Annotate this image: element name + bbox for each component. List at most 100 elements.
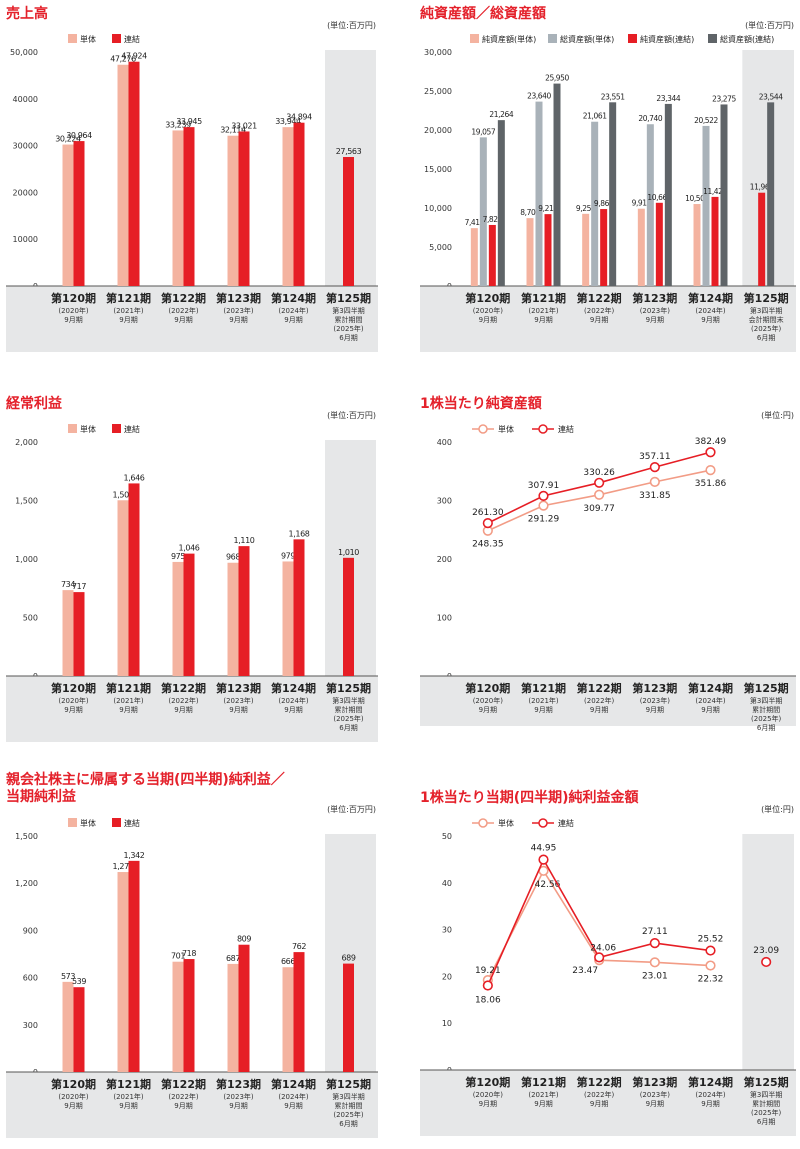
- bps-category-label: 第124期: [688, 681, 733, 695]
- eps-highlight-column: [742, 834, 794, 1070]
- bps-category-sublabel: 9月期: [479, 706, 497, 714]
- assets-data-label: 23,640: [527, 92, 551, 101]
- ordinary-data-label: 734: [61, 580, 75, 589]
- eps-data-label: 23.01: [642, 971, 668, 981]
- panel-bps: 1株当たり純資産額 (単位:円) 0100200300400248.35291.…: [420, 396, 796, 746]
- ordinary-data-label: 1,110: [234, 536, 255, 545]
- assets-category-band: [420, 286, 796, 352]
- sales-category-sublabel: 累計期間: [335, 315, 363, 324]
- ordinary-category-band: [6, 676, 378, 742]
- assets-data-label: 11,424: [703, 187, 727, 196]
- sales-data-label: 47,276: [110, 55, 136, 64]
- netincome-category-sublabel: (2023年): [223, 1092, 254, 1101]
- assets-legend-swatch: [548, 34, 557, 43]
- assets-data-label: 9,253: [576, 204, 596, 213]
- assets-data-label: 23,544: [759, 92, 783, 101]
- netincome-category-label: 第123期: [216, 1077, 261, 1091]
- assets-category-sublabel: 会計期間末: [749, 315, 784, 324]
- chart-ordinary: 05001,0001,5002,0007347171,5021,6469751,…: [6, 424, 378, 742]
- ordinary-category-label: 第122期: [161, 681, 206, 695]
- eps-data-label: 24.06: [590, 943, 616, 953]
- ordinary-category-sublabel: 累計期間: [335, 705, 363, 714]
- netincome-category-sublabel: 9月期: [119, 1102, 137, 1110]
- ordinary-category-sublabel: 9月期: [119, 706, 137, 714]
- eps-ytick-label: 40: [442, 879, 452, 888]
- bps-category-sublabel: (2024年): [695, 696, 726, 705]
- assets-data-label: 23,344: [656, 94, 680, 103]
- bps-legend-label: 連結: [558, 424, 574, 434]
- assets-legend-label: 総資産額(単体): [560, 34, 614, 44]
- ordinary-data-label: 1,010: [338, 548, 359, 557]
- chart-title-netincome: 親会社株主に帰属する当期(四半期)純利益／ 当期純利益: [6, 772, 285, 805]
- bps-category-label: 第120期: [465, 681, 510, 695]
- assets-category-sublabel: (2025年): [751, 324, 782, 333]
- assets-bar: [582, 213, 590, 286]
- netincome-data-label: 573: [61, 972, 75, 981]
- netincome-category-label: 第125期: [326, 1077, 371, 1091]
- netincome-data-label: 701: [171, 952, 185, 961]
- bps-data-label: 382.49: [695, 437, 727, 447]
- eps-category-label: 第124期: [688, 1075, 733, 1089]
- assets-bar: [479, 137, 487, 286]
- assets-ytick-label: 25,000: [424, 87, 452, 96]
- bps-category-sublabel: 9月期: [534, 706, 552, 714]
- netincome-ytick-label: 1,200: [15, 879, 38, 888]
- ordinary-category-sublabel: 9月期: [229, 706, 247, 714]
- bps-point: [538, 500, 549, 511]
- ordinary-data-label: 717: [72, 582, 86, 591]
- bps-legend-label: 単体: [498, 424, 514, 434]
- assets-category-sublabel: 6月期: [757, 334, 775, 342]
- bps-data-label: 291.29: [528, 515, 560, 525]
- ordinary-category-sublabel: (2022年): [168, 696, 199, 705]
- assets-bar: [609, 102, 617, 286]
- assets-category-label: 第122期: [577, 291, 622, 305]
- eps-category-sublabel: 9月期: [479, 1100, 497, 1108]
- assets-data-label: 10,509: [685, 194, 709, 203]
- sales-data-label: 27,563: [336, 147, 362, 156]
- assets-ytick-label: 15,000: [424, 165, 452, 174]
- bps-category-sublabel: (2021年): [528, 696, 559, 705]
- netincome-category-band: [6, 1072, 378, 1138]
- bps-ytick-label: 400: [437, 438, 452, 447]
- chart-title-bps: 1株当たり純資産額: [420, 396, 542, 412]
- assets-data-label: 8,701: [520, 208, 540, 217]
- bps-category-label: 第123期: [632, 681, 677, 695]
- netincome-bar: [343, 963, 354, 1072]
- sales-ytick-label: 10000: [13, 235, 38, 244]
- assets-category-sublabel: 第3四半期: [750, 306, 782, 315]
- assets-bar: [767, 102, 775, 286]
- sales-ytick-label: 50,000: [10, 48, 38, 57]
- sales-bar: [238, 131, 250, 286]
- eps-data-label: 42.56: [535, 880, 561, 890]
- sales-legend-swatch: [112, 34, 121, 43]
- sales-category-label: 第120期: [51, 291, 96, 305]
- ordinary-category-sublabel: 9月期: [64, 706, 82, 714]
- eps-point: [705, 960, 716, 971]
- assets-bar: [720, 104, 728, 286]
- eps-legend-marker: [538, 818, 548, 828]
- netincome-data-label: 1,271: [113, 862, 134, 871]
- ordinary-bar: [117, 500, 129, 676]
- eps-data-label: 23.47: [572, 966, 598, 976]
- netincome-ytick-label: 300: [23, 1021, 38, 1030]
- bps-data-label: 261.30: [472, 508, 504, 518]
- ordinary-bar: [227, 562, 239, 676]
- netincome-data-label: 809: [237, 935, 251, 944]
- netincome-legend-swatch: [68, 818, 77, 827]
- sales-legend-label: 単体: [80, 34, 96, 44]
- eps-category-sublabel: 9月期: [701, 1100, 719, 1108]
- assets-data-label: 21,264: [489, 110, 513, 119]
- bps-legend-marker: [478, 424, 488, 434]
- sales-data-label: 30,224: [55, 135, 81, 144]
- eps-point: [761, 956, 772, 968]
- netincome-category-sublabel: 累計期間: [335, 1101, 363, 1110]
- eps-ytick-label: 30: [442, 926, 452, 935]
- bps-category-sublabel: (2020年): [473, 696, 504, 705]
- eps-category-label: 第125期: [744, 1075, 789, 1089]
- ordinary-category-label: 第123期: [216, 681, 261, 695]
- unit-label-eps: (単位:円): [761, 805, 794, 814]
- panel-netincome: 親会社株主に帰属する当期(四半期)純利益／ 当期純利益 (単位:百万円) 030…: [6, 772, 378, 1144]
- chart-title-ordinary: 経常利益: [6, 396, 62, 412]
- netincome-bar: [293, 952, 305, 1072]
- sales-bar: [293, 122, 305, 287]
